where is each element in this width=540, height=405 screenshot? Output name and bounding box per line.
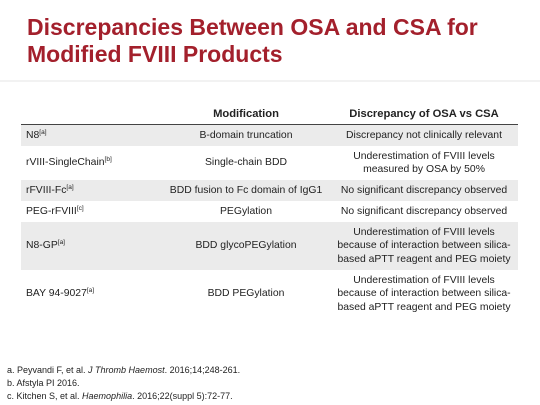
table-row-peg-rfviii: PEG-rFVIII[c] PEGylation No significant …	[21, 201, 518, 222]
product-name: N8-GP	[26, 240, 58, 252]
table-row-n8: N8[a] B-domain truncation Discrepancy no…	[21, 124, 518, 146]
product-cell: BAY 94-9027[a]	[21, 270, 162, 318]
reference-marker: [c]	[76, 204, 84, 212]
discrepancy-cell: Discrepancy not clinically relevant	[330, 124, 518, 146]
product-cell: rFVIII-Fc[a]	[21, 180, 162, 201]
reference-a: a. Peyvandi F, et al. J Thromb Haemost. …	[7, 364, 240, 377]
product-cell: N8[a]	[21, 124, 162, 146]
slide-title: Discrepancies Between OSA and CSA for Mo…	[27, 14, 478, 67]
reference-marker: [a]	[66, 183, 74, 191]
product-cell: rVIII-SingleChain[b]	[21, 146, 162, 180]
discrepancy-cell: Underestimation of FVIII levels measured…	[353, 150, 495, 176]
reference-text: c. Kitchen S, et al.	[7, 391, 83, 401]
modification-cell: B-domain truncation	[162, 124, 330, 146]
reference-marker: [a]	[57, 239, 65, 247]
modification-cell: PEGylation	[220, 205, 272, 217]
reference-citation: . 2016;22(suppl 5):72-77.	[132, 391, 233, 401]
modification-cell: Single-chain BDD	[204, 157, 287, 169]
product-name: BAY 94-9027	[26, 288, 87, 300]
reference-text: b. Afstyla PI 2016.	[7, 378, 80, 388]
discrepancy-cell: Underestimation of FVIII levels because …	[330, 222, 518, 270]
header-product	[21, 104, 162, 125]
discrepancy-cell: No significant discrepancy observed	[340, 205, 508, 217]
title-divider	[0, 80, 540, 82]
product-name: rVIII-SingleChain	[26, 157, 105, 169]
discrepancy-cell: No significant discrepancy observed	[330, 180, 518, 201]
modification-cell: BDD PEGylation	[207, 288, 285, 300]
reference-citation: . 2016;14;248-261.	[164, 365, 241, 375]
reference-text: a. Peyvandi F, et al.	[7, 365, 89, 375]
product-cell: N8-GP[a]	[21, 222, 162, 270]
reference-journal: Haemophilia	[82, 391, 133, 401]
header-modification: Modification	[162, 104, 330, 125]
reference-list: a. Peyvandi F, et al. J Thromb Haemost. …	[7, 364, 240, 403]
reference-b: b. Afstyla PI 2016.	[7, 377, 240, 390]
product-name: N8	[26, 129, 40, 141]
reference-marker: [a]	[39, 128, 47, 136]
reference-c: c. Kitchen S, et al. Haemophilia. 2016;2…	[7, 390, 240, 403]
product-cell: PEG-rFVIII[c]	[21, 201, 162, 222]
modification-cell: BDD fusion to Fc domain of IgG1	[162, 180, 330, 201]
table-row-bay-94-9027: BAY 94-9027[a] BDD PEGylation Underestim…	[21, 270, 518, 318]
table-row-n8-gp: N8-GP[a] BDD glycoPEGylation Underestima…	[21, 222, 518, 270]
reference-marker: [a]	[86, 287, 95, 295]
discrepancy-table: Modification Discrepancy of OSA vs CSA N…	[21, 104, 518, 318]
header-discrepancy: Discrepancy of OSA vs CSA	[330, 104, 518, 125]
table-row-rviii-singlechain: rVIII-SingleChain[b] Single-chain BDD Un…	[21, 146, 518, 180]
product-name: PEG-rFVIII	[26, 205, 77, 217]
table-row-rfviii-fc: rFVIII-Fc[a] BDD fusion to Fc domain of …	[21, 180, 518, 201]
reference-marker: [b]	[104, 156, 112, 164]
product-name: rFVIII-Fc	[26, 184, 67, 196]
modification-cell: BDD glycoPEGylation	[162, 222, 330, 270]
discrepancy-cell: Underestimation of FVIII levels because …	[337, 274, 511, 313]
table-header-row: Modification Discrepancy of OSA vs CSA	[21, 104, 518, 125]
reference-journal: J Thromb Haemost	[88, 365, 165, 375]
